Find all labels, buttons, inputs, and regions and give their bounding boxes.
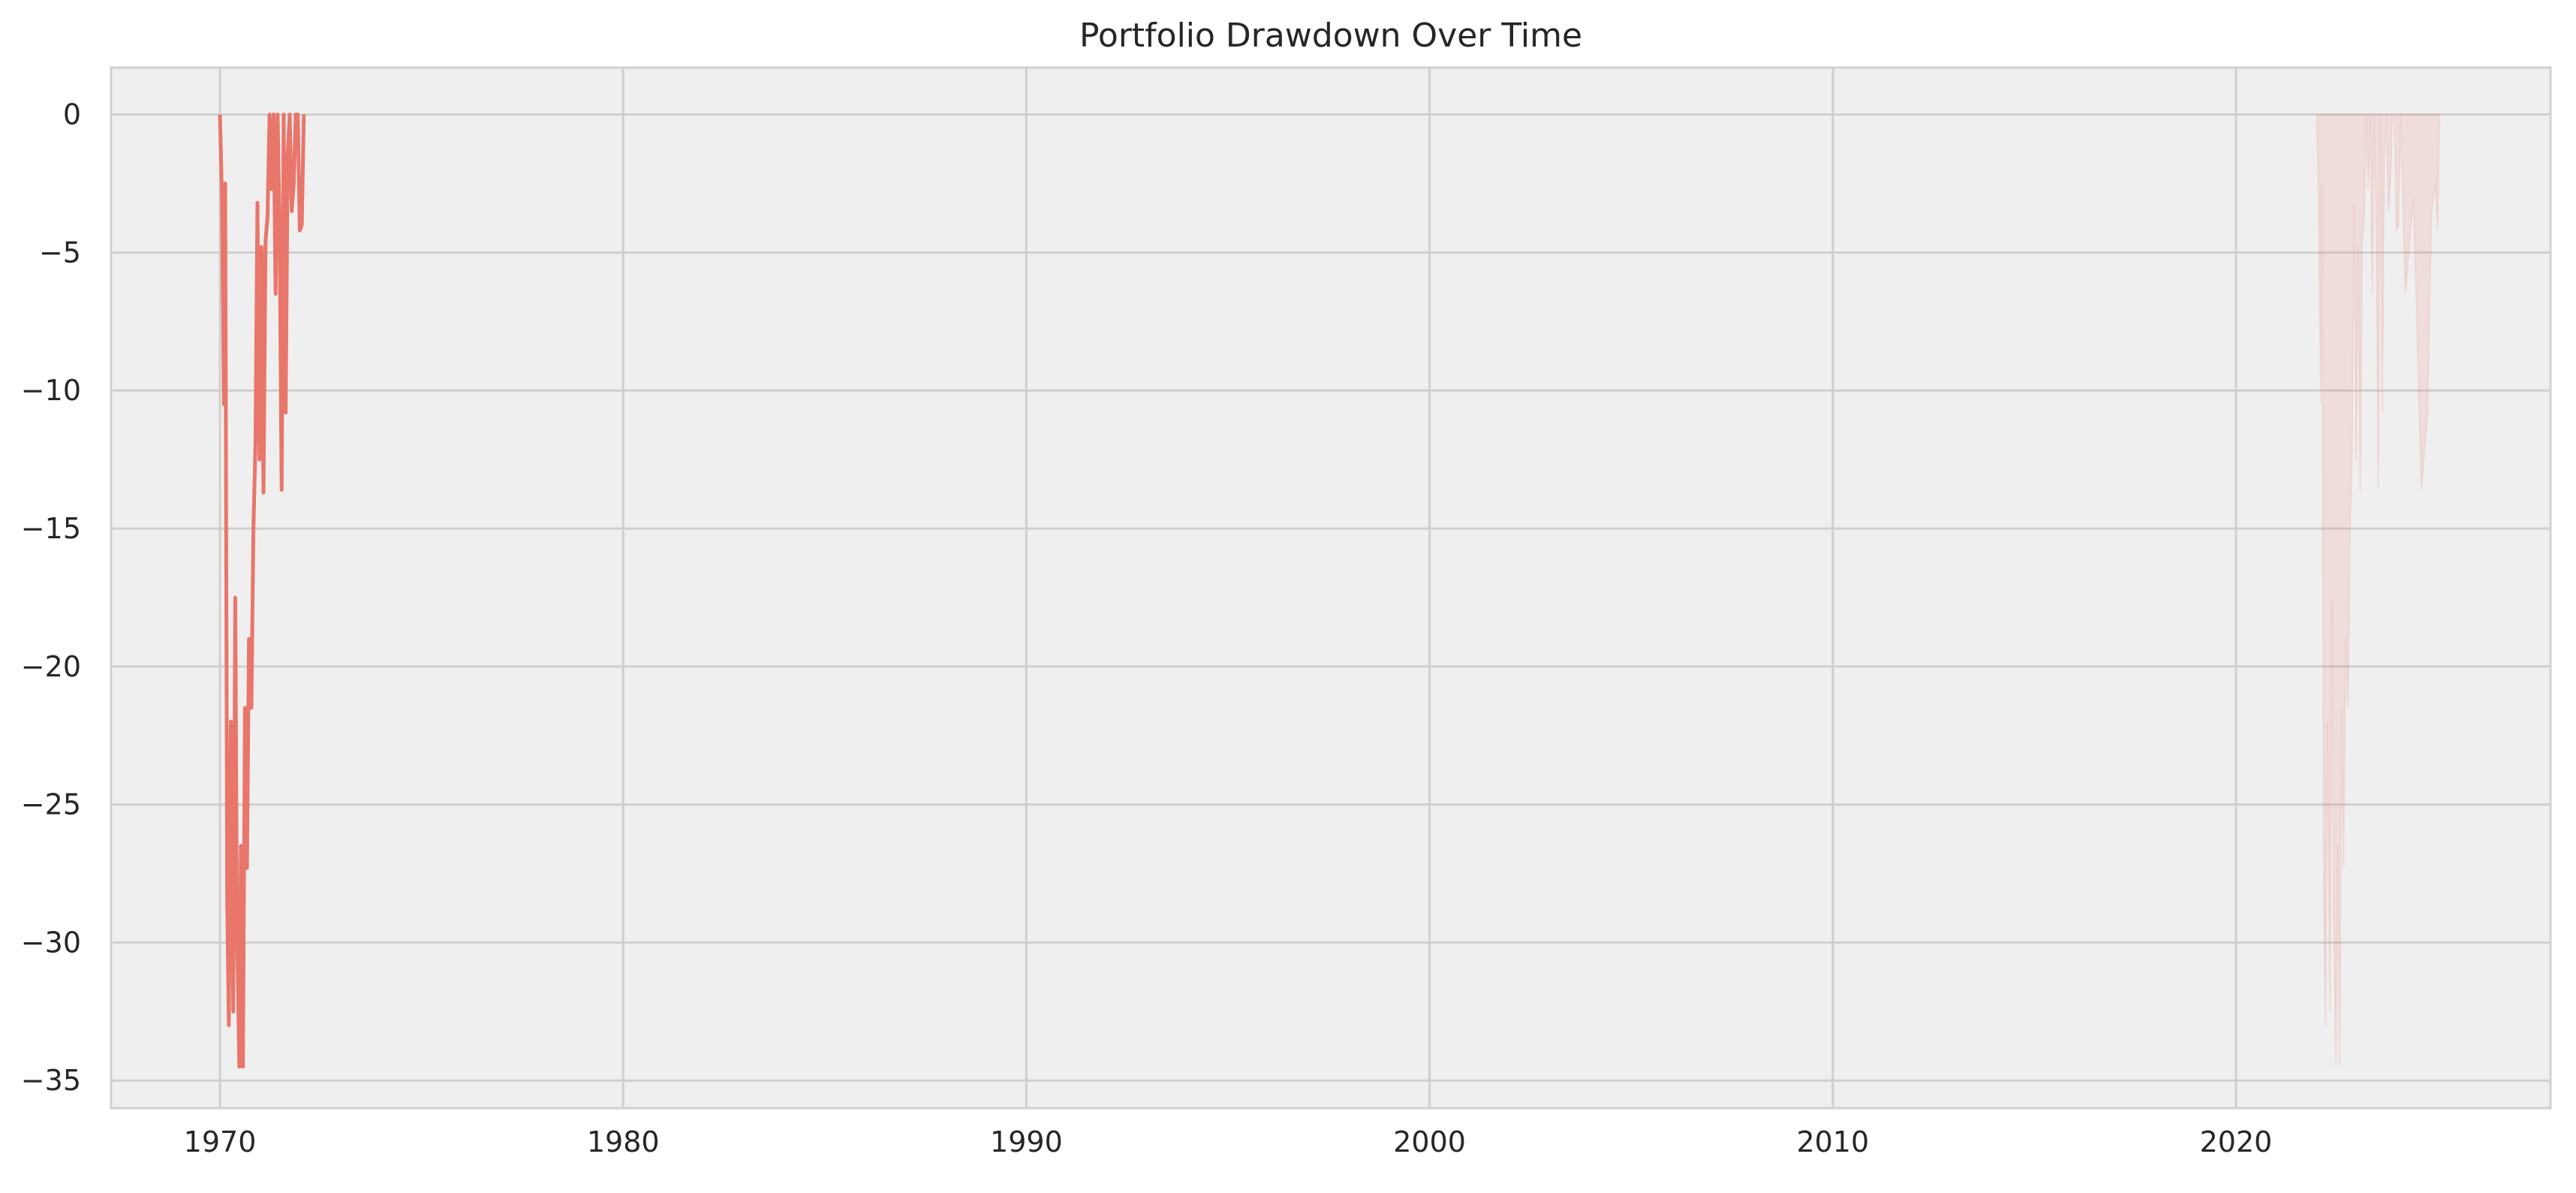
x-tick-label: 1970 (184, 1125, 257, 1158)
y-tick-label: −25 (21, 788, 81, 821)
y-tick-label: 0 (63, 98, 81, 131)
x-tick-label: 2000 (1393, 1125, 1466, 1158)
y-tick-label: −5 (39, 236, 81, 269)
x-tick-label: 1990 (990, 1125, 1063, 1158)
y-tick-label: −20 (21, 650, 81, 683)
x-tick-label: 2010 (1796, 1125, 1869, 1158)
y-tick-label: −35 (21, 1064, 81, 1097)
y-tick-label: −30 (21, 926, 81, 959)
x-tick-label: 1980 (587, 1125, 660, 1158)
x-tick-label: 2020 (2200, 1125, 2273, 1158)
chart-title: Portfolio Drawdown Over Time (1079, 17, 1582, 55)
y-tick-label: −10 (21, 374, 81, 407)
plot-background (111, 68, 2550, 1108)
y-tick-label: −15 (21, 512, 81, 545)
